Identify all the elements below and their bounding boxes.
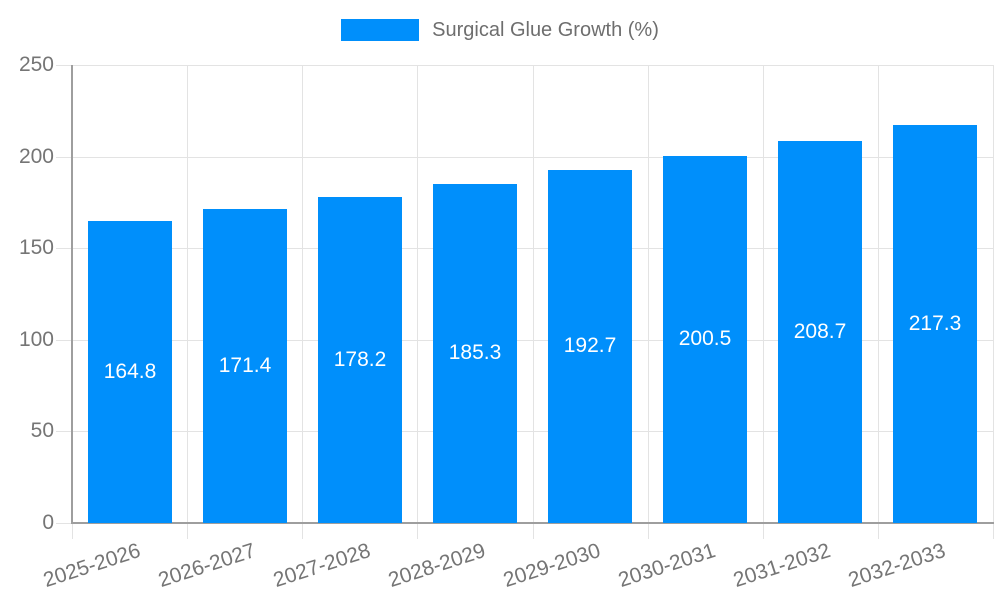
y-axis-tick-label: 250 [18,53,54,76]
bar-2025-2026[interactable] [88,221,172,523]
gridline-vertical [417,65,418,539]
y-axis-tick-label: 200 [18,145,54,168]
y-axis-line [71,65,73,523]
bar-2026-2027[interactable] [203,209,287,523]
legend-label: Surgical Glue Growth (%) [432,19,659,41]
x-axis-tick-label: 2027-2028 [270,539,373,592]
x-axis-tick-label: 2026-2027 [155,539,258,592]
legend-marker [341,19,420,41]
gridline-horizontal [56,65,993,66]
bar-2028-2029[interactable] [433,184,517,523]
bar-2027-2028[interactable] [318,197,402,523]
gridline-vertical [763,65,764,539]
x-axis-tick-label: 2025-2026 [40,539,143,592]
x-axis-line [71,522,994,524]
legend: Surgical Glue Growth (%) [0,17,1000,43]
x-axis-tick-label: 2028-2029 [385,539,488,592]
bar-2030-2031[interactable] [663,156,747,523]
gridline-horizontal [56,248,993,249]
legend-item-surgical-glue-growth[interactable]: Surgical Glue Growth (%) [341,17,659,43]
gridline-vertical [993,65,994,539]
y-axis-tick-label: 0 [42,511,54,534]
y-axis-tick-label: 150 [18,236,54,259]
gridline-horizontal [56,157,993,158]
x-axis-tick-label: 2032-2033 [845,539,948,592]
gridline-vertical [302,65,303,539]
y-axis-tick-label: 100 [18,328,54,351]
x-axis-tick-label: 2029-2030 [500,539,603,592]
gridline-horizontal [56,431,993,432]
gridline-vertical [878,65,879,539]
bar-2029-2030[interactable] [548,170,632,523]
gridline-vertical [648,65,649,539]
gridline-vertical [187,65,188,539]
gridline-vertical [533,65,534,539]
gridline-horizontal [56,340,993,341]
x-axis-tick-label: 2031-2032 [730,539,833,592]
bar-2031-2032[interactable] [778,141,862,523]
y-axis-tick-label: 50 [30,419,54,442]
x-axis-tick-label: 2030-2031 [615,539,718,592]
bar-2032-2033[interactable] [893,125,977,523]
